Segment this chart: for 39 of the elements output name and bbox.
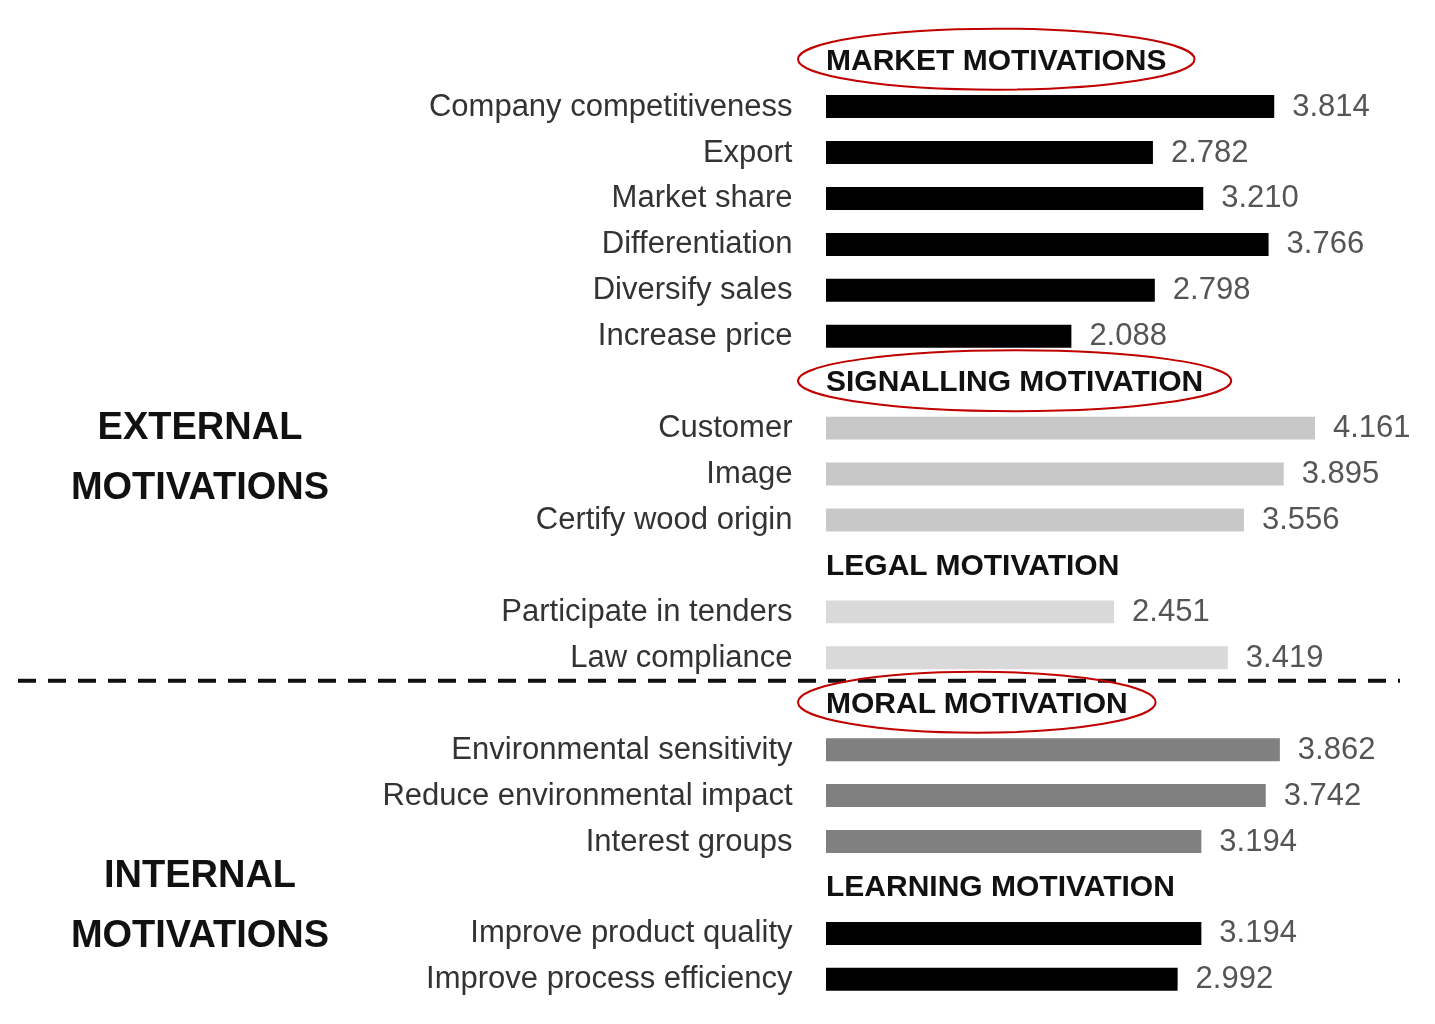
data-label: 3.814 <box>1292 87 1370 123</box>
data-label: 3.895 <box>1301 455 1380 491</box>
y-tick-label: Export <box>702 133 793 169</box>
text: EXTERNAL MOTIVATIONS <box>70 405 330 508</box>
data-label: 3.194 <box>1219 822 1297 858</box>
data-label: 3.210 <box>1221 179 1299 215</box>
data-label: 2.782 <box>1170 133 1249 169</box>
y-tick-label: Diversify sales <box>592 271 793 307</box>
y-tick-label: Market share <box>611 179 793 215</box>
y-tick-label: Improve product quality <box>470 914 793 950</box>
data-label: 2.088 <box>1089 317 1167 353</box>
y-tick-label: Customer <box>658 409 793 445</box>
series-label: MORAL MOTIVATION <box>826 685 1128 719</box>
data-label: 2.992 <box>1195 960 1274 996</box>
data-label: 3.766 <box>1286 225 1365 261</box>
y-tick-label: Certify wood origin <box>535 501 793 536</box>
y-tick-label: Increase price <box>597 317 793 353</box>
y-tick-label: Image <box>706 455 793 491</box>
y-tick-label: Participate in tenders <box>501 592 793 628</box>
data-label: 3.742 <box>1283 776 1362 812</box>
series-label: LEGAL MOTIVATION <box>826 547 1120 581</box>
data-label: 3.194 <box>1219 914 1297 950</box>
y-tick-label: Reduce environmental impact <box>382 776 793 812</box>
y-tick-label: Improve process efficiency <box>426 960 793 996</box>
text: INTERNAL MOTIVATIONS <box>70 852 330 955</box>
y-tick-label: Differentiation <box>601 225 793 261</box>
data-label: 2.451 <box>1132 592 1210 628</box>
data-label: 3.556 <box>1261 501 1340 536</box>
series-label: MARKET MOTIVATIONS <box>826 42 1167 76</box>
y-tick-label: Environmental sensitivity <box>451 730 793 766</box>
data-label: 4.161 <box>1333 409 1411 445</box>
y-tick-label: Law compliance <box>570 638 793 674</box>
series-label: LEARNING MOTIVATION <box>826 869 1175 903</box>
series-label: SIGNALLING MOTIVATION <box>826 364 1204 398</box>
y-tick-label: Company competitiveness <box>428 87 793 123</box>
data-label: 3.419 <box>1245 638 1324 674</box>
y-tick-label: Interest groups <box>585 822 793 858</box>
data-label: 3.862 <box>1297 730 1376 766</box>
data-label: 2.798 <box>1172 271 1251 307</box>
